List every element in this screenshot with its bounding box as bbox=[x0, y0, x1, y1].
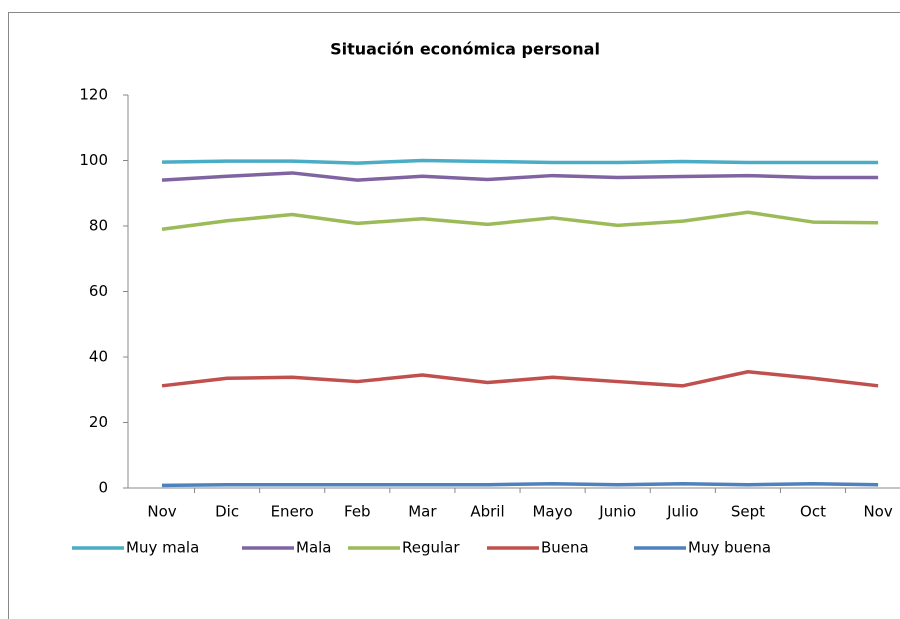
series-line bbox=[161, 158, 879, 165]
y-tick-label: 40 bbox=[89, 348, 108, 366]
x-tick-label: Julio bbox=[666, 503, 698, 521]
series-line bbox=[161, 369, 879, 388]
y-tick-label: 80 bbox=[89, 217, 108, 235]
x-tick-label: Junio bbox=[598, 503, 636, 521]
series-line bbox=[161, 481, 879, 488]
y-tick-label: 20 bbox=[89, 413, 108, 431]
legend-label: Mala bbox=[296, 539, 332, 557]
y-tick-label: 100 bbox=[79, 151, 108, 169]
legend-label: Muy buena bbox=[688, 539, 771, 557]
x-tick-label: Nov bbox=[147, 503, 176, 521]
x-tick-label: Mayo bbox=[532, 503, 572, 521]
series-line bbox=[161, 171, 879, 182]
legend-label: Regular bbox=[402, 539, 460, 557]
x-tick-label: Feb bbox=[344, 503, 371, 521]
y-tick-label: 120 bbox=[79, 86, 108, 104]
x-tick-label: Nov bbox=[863, 503, 892, 521]
legend-label: Muy mala bbox=[126, 539, 199, 557]
x-tick-label: Mar bbox=[408, 503, 437, 521]
x-tick-label: Abril bbox=[470, 503, 504, 521]
chart-frame bbox=[8, 12, 900, 619]
legend-label: Buena bbox=[541, 539, 589, 557]
x-tick-label: Dic bbox=[215, 503, 239, 521]
x-tick-label: Sept bbox=[731, 503, 765, 521]
chart-title: Situación económica personal bbox=[330, 40, 600, 59]
series-line bbox=[161, 210, 879, 232]
x-tick-label: Oct bbox=[800, 503, 826, 521]
x-tick-label: Enero bbox=[271, 503, 314, 521]
y-tick-label: 0 bbox=[98, 479, 108, 497]
y-tick-label: 60 bbox=[89, 282, 108, 300]
